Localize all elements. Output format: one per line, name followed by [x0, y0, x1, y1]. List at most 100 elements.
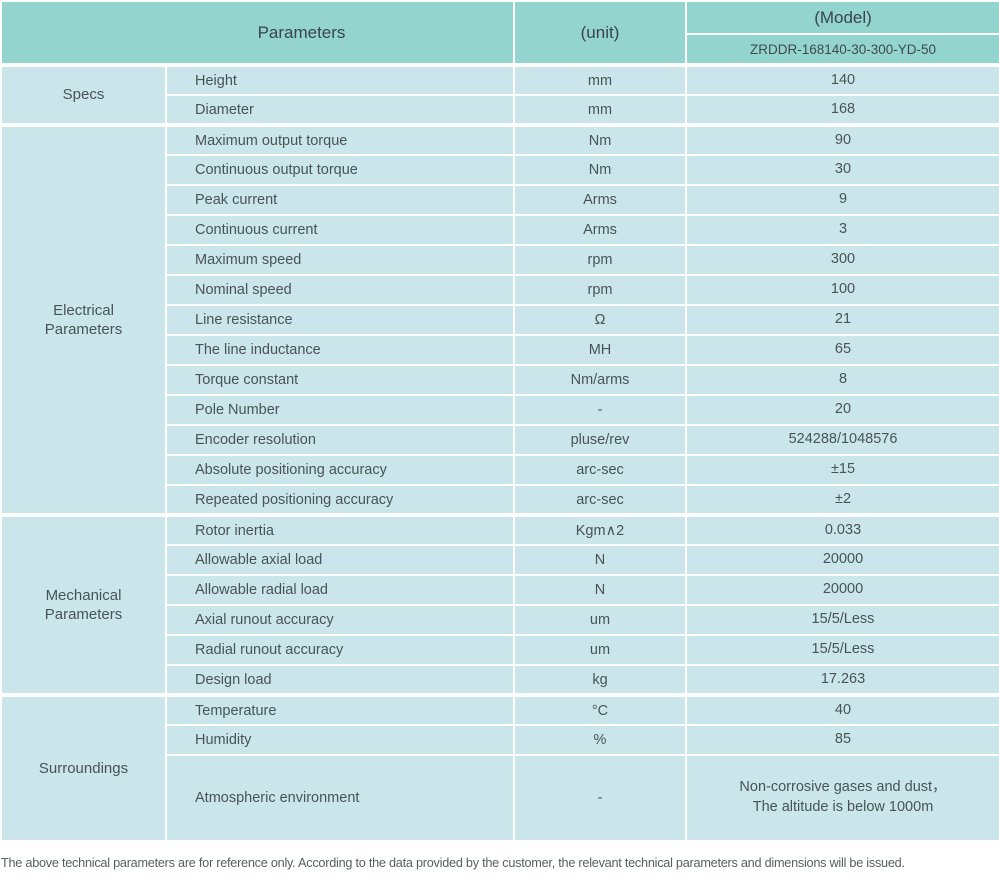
- value-cell: 85: [685, 724, 999, 756]
- value-cell: 0.033: [685, 513, 999, 546]
- unit-cell: um: [513, 634, 687, 666]
- table-row: Torque constant Nm/arms 8: [1, 364, 999, 396]
- table-row: Continuous output torque Nm 30: [1, 154, 999, 186]
- group-cell-specs: Specs: [0, 63, 167, 126]
- unit-cell: rpm: [513, 274, 687, 306]
- header-parameters: Parameters: [0, 0, 515, 66]
- value-cell: 140: [685, 63, 999, 96]
- value-cell: 15/5/Less: [685, 634, 999, 666]
- value-cell: 8: [685, 364, 999, 396]
- unit-cell: -: [513, 394, 687, 426]
- value-cell: 21: [685, 304, 999, 336]
- unit-cell: Ω: [513, 304, 687, 336]
- unit-cell: Nm: [513, 154, 687, 186]
- value-cell: 15/5/Less: [685, 604, 999, 636]
- table-row: Nominal speed rpm 100: [1, 274, 999, 306]
- table-row: Design load kg 17.263: [1, 664, 999, 696]
- value-cell: 20000: [685, 544, 999, 576]
- value-cell: ±15: [685, 454, 999, 486]
- param-name: Continuous output torque: [165, 154, 515, 186]
- footnote: The above technical parameters are for r…: [1, 856, 905, 870]
- unit-cell: arc-sec: [513, 454, 687, 486]
- group-cell-surroundings: Surroundings: [0, 693, 167, 842]
- table-row: Atmospheric environment - Non-corrosive …: [1, 754, 999, 842]
- param-name: Design load: [165, 664, 515, 696]
- table-row: Absolute positioning accuracy arc-sec ±1…: [1, 454, 999, 486]
- unit-cell: Arms: [513, 214, 687, 246]
- param-name: Height: [165, 63, 515, 96]
- value-cell: 168: [685, 94, 999, 126]
- table-row: Specs Height mm 140: [0, 63, 999, 126]
- unit-cell: N: [513, 544, 687, 576]
- param-name: Line resistance: [165, 304, 515, 336]
- value-cell: ±2: [685, 484, 999, 516]
- unit-cell: rpm: [513, 244, 687, 276]
- table-row: Maximum speed rpm 300: [1, 244, 999, 276]
- value-cell: 100: [685, 274, 999, 306]
- table-row: Allowable axial load N 20000: [1, 544, 999, 576]
- unit-cell: Arms: [513, 184, 687, 216]
- param-name: Maximum output torque: [165, 123, 515, 156]
- value-cell: 20000: [685, 574, 999, 606]
- unit-cell: N: [513, 574, 687, 606]
- param-name: Continuous current: [165, 214, 515, 246]
- table-header: Parameters (unit) (Model) ZRDDR-168140-3…: [0, 0, 999, 67]
- param-name: Radial runout accuracy: [165, 634, 515, 666]
- table-row: Allowable radial load N 20000: [1, 574, 999, 606]
- unit-cell: Nm/arms: [513, 364, 687, 396]
- table-row: Axial runout accuracy um 15/5/Less: [1, 604, 999, 636]
- param-name: Temperature: [165, 693, 515, 726]
- param-name: Nominal speed: [165, 274, 515, 306]
- unit-cell: %: [513, 724, 687, 756]
- param-name: Absolute positioning accuracy: [165, 454, 515, 486]
- value-cell: 20: [685, 394, 999, 426]
- param-name: Diameter: [165, 94, 515, 126]
- param-name: Pole Number: [165, 394, 515, 426]
- table-row: Diameter mm 168: [1, 94, 999, 126]
- group-cell-mechanical: Mechanical Parameters: [0, 513, 167, 696]
- unit-cell: MH: [513, 334, 687, 366]
- param-name: Repeated positioning accuracy: [165, 484, 515, 516]
- header-row-2: ZRDDR-168140-30-300-YD-50: [1, 33, 999, 67]
- unit-cell: kg: [513, 664, 687, 696]
- header-row-1: Parameters (unit) (Model): [0, 0, 999, 66]
- param-name: Torque constant: [165, 364, 515, 396]
- param-name: Rotor inertia: [165, 513, 515, 546]
- param-name: Allowable radial load: [165, 574, 515, 606]
- value-cell: Non-corrosive gases and dust， The altitu…: [685, 754, 999, 842]
- unit-cell: mm: [513, 63, 687, 96]
- group-cell-electrical: Electrical Parameters: [0, 123, 167, 516]
- model-number: ZRDDR-168140-30-300-YD-50: [685, 33, 999, 67]
- header-unit: (unit): [513, 0, 687, 66]
- value-cell: 9: [685, 184, 999, 216]
- table-row: The line inductance MH 65: [1, 334, 999, 366]
- unit-cell: arc-sec: [513, 484, 687, 516]
- table-row: Encoder resolution pluse/rev 524288/1048…: [1, 424, 999, 456]
- param-name: Peak current: [165, 184, 515, 216]
- header-model: (Model): [685, 0, 999, 35]
- table-row: Humidity % 85: [1, 724, 999, 756]
- unit-cell: um: [513, 604, 687, 636]
- spec-table: Parameters (unit) (Model) ZRDDR-168140-3…: [0, 0, 999, 842]
- table-row: Electrical Parameters Maximum output tor…: [0, 123, 999, 516]
- table-row: Surroundings Temperature °C 40: [0, 693, 999, 842]
- value-cell: 30: [685, 154, 999, 186]
- unit-cell: pluse/rev: [513, 424, 687, 456]
- unit-cell: mm: [513, 94, 687, 126]
- param-name: Maximum speed: [165, 244, 515, 276]
- param-name: Allowable axial load: [165, 544, 515, 576]
- value-cell: 40: [685, 693, 999, 726]
- table-row: Line resistance Ω 21: [1, 304, 999, 336]
- value-cell: 65: [685, 334, 999, 366]
- table-row: Pole Number - 20: [1, 394, 999, 426]
- value-cell: 90: [685, 123, 999, 156]
- unit-cell: °C: [513, 693, 687, 726]
- unit-cell: Kgm∧2: [513, 513, 687, 546]
- value-cell: 300: [685, 244, 999, 276]
- unit-cell: -: [513, 754, 687, 842]
- param-name: Encoder resolution: [165, 424, 515, 456]
- table-row: Repeated positioning accuracy arc-sec ±2: [1, 484, 999, 516]
- param-name: The line inductance: [165, 334, 515, 366]
- value-cell: 17.263: [685, 664, 999, 696]
- value-cell: 3: [685, 214, 999, 246]
